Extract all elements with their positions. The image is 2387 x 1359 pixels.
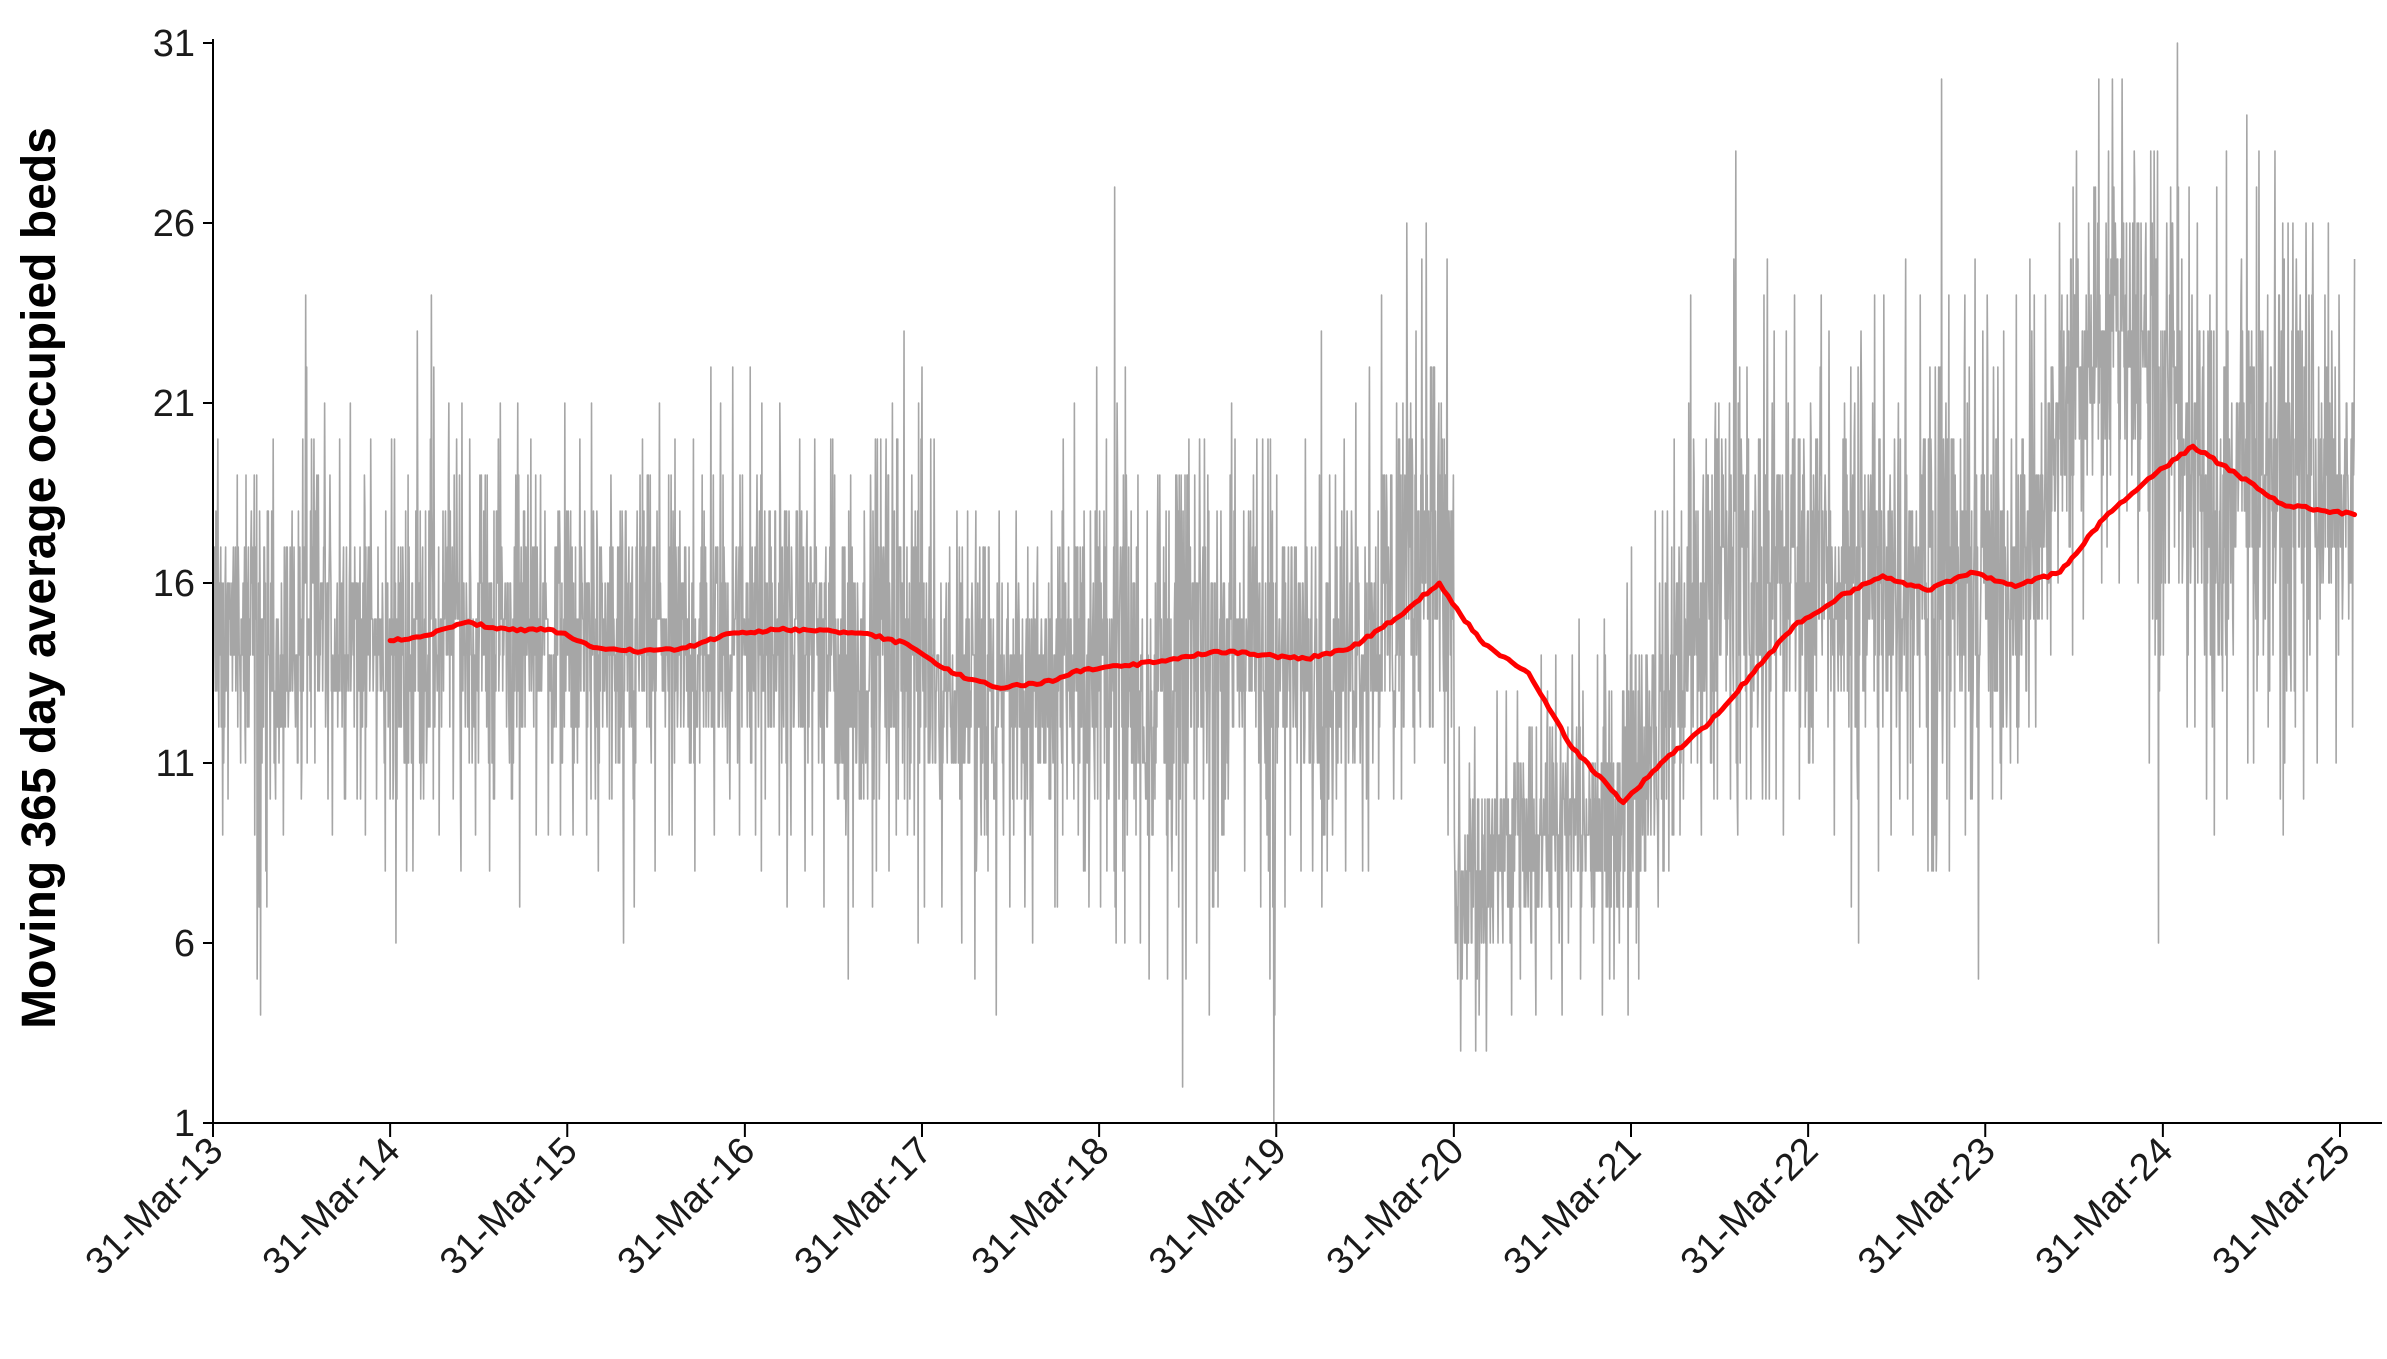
- x-tick-label: 31-Mar-18: [964, 1130, 1118, 1284]
- y-tick-label: 6: [174, 923, 195, 965]
- x-tick-label: 31-Mar-14: [255, 1130, 409, 1284]
- x-tick-label: 31-Mar-24: [2028, 1130, 2182, 1284]
- daily-series: [212, 42, 2356, 1124]
- y-tick-label: 31: [153, 23, 195, 65]
- x-tick-label: 31-Mar-20: [1319, 1130, 1473, 1284]
- y-tick-label: 26: [153, 203, 195, 245]
- daily-occupied-beds-line: [212, 42, 2356, 1124]
- y-tick-label: 21: [153, 383, 195, 425]
- x-tick-label: 31-Mar-21: [1496, 1130, 1650, 1284]
- y-tick-label: 1: [174, 1103, 195, 1145]
- y-tick-label: 16: [153, 563, 195, 605]
- x-tick-label: 31-Mar-15: [432, 1130, 586, 1284]
- x-tick-label: 31-Mar-23: [1850, 1130, 2004, 1284]
- moving-average-line: [387, 443, 2358, 806]
- x-tick-label: 31-Mar-25: [2205, 1130, 2359, 1284]
- y-tick-label: 11: [156, 743, 195, 785]
- x-tick-label: 31-Mar-17: [787, 1130, 941, 1284]
- x-tick-label: 31-Mar-22: [1673, 1130, 1827, 1284]
- moving-average-series: [387, 443, 2358, 806]
- y-axis-label: Moving 365 day average occupied beds: [13, 127, 66, 1029]
- x-tick-label: 31-Mar-13: [78, 1130, 232, 1284]
- x-tick-label: 31-Mar-19: [1141, 1130, 1295, 1284]
- x-tick-label: 31-Mar-16: [610, 1130, 764, 1284]
